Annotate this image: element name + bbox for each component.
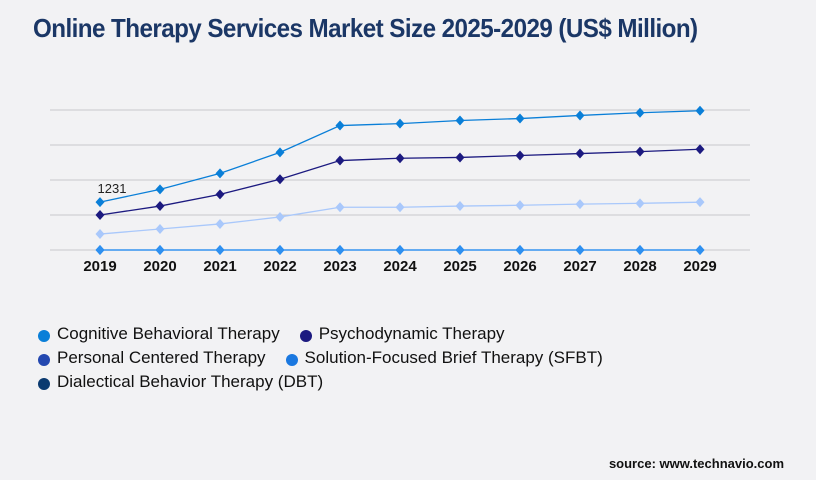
data-point — [395, 202, 405, 213]
data-point — [515, 113, 525, 124]
data-point — [575, 148, 585, 159]
data-point — [95, 229, 105, 240]
data-point — [635, 146, 645, 157]
legend-label: Personal Centered Therapy — [57, 348, 266, 367]
data-point — [335, 155, 345, 166]
line-chart: 2019 2020 2021 2022 2023 2024 2025 2026 2027 2028… — [50, 105, 750, 275]
x-tick-label: 2029 — [683, 258, 716, 275]
data-point — [455, 115, 465, 126]
data-point — [575, 110, 585, 121]
x-tick-label: 2022 — [263, 258, 296, 275]
x-tick-label: 2025 — [443, 258, 476, 275]
chart-title: Online Therapy Services Market Size 2025… — [33, 13, 698, 43]
data-point — [695, 144, 705, 155]
data-point — [335, 245, 345, 255]
data-point — [215, 189, 225, 200]
x-tick-label: 2026 — [503, 258, 536, 275]
legend-label: Cognitive Behavioral Therapy — [57, 324, 280, 343]
legend-item-dbt[interactable]: Dialectical Behavior Therapy (DBT) — [38, 372, 323, 392]
data-point — [695, 245, 705, 255]
data-point — [635, 245, 645, 255]
legend-item-cbt[interactable]: Cognitive Behavioral Therapy — [38, 324, 280, 344]
data-point — [155, 201, 165, 212]
data-point — [395, 153, 405, 164]
data-point — [635, 107, 645, 118]
x-tick-label: 2024 — [383, 258, 417, 275]
data-point — [515, 200, 525, 211]
data-point — [95, 210, 105, 220]
legend-marker-icon — [299, 330, 312, 342]
data-point — [695, 197, 705, 208]
data-point — [215, 245, 225, 255]
data-point — [155, 184, 165, 195]
data-point — [215, 218, 225, 229]
data-point — [155, 245, 165, 255]
legend-marker-icon — [285, 354, 298, 366]
data-point — [575, 245, 585, 255]
legend: Cognitive Behavioral Therapy Psychodynam… — [38, 322, 623, 394]
data-point — [335, 120, 345, 131]
x-tick-label: 2021 — [203, 258, 236, 275]
data-point — [575, 199, 585, 210]
x-tick-label: 2023 — [323, 258, 356, 275]
data-label: 1231 — [98, 181, 127, 196]
x-tick-label: 2027 — [563, 258, 596, 275]
data-point — [275, 211, 285, 222]
data-point — [635, 198, 645, 209]
data-point — [695, 105, 705, 116]
legend-item-personal-centered[interactable]: Personal Centered Therapy — [38, 348, 266, 368]
data-point — [155, 224, 165, 234]
data-point — [455, 201, 465, 212]
legend-marker-icon — [38, 330, 50, 342]
data-point — [395, 245, 405, 255]
x-tick-label: 2028 — [623, 258, 656, 275]
data-point — [455, 152, 465, 163]
data-point — [215, 168, 225, 179]
legend-item-psychodynamic[interactable]: Psychodynamic Therapy — [299, 324, 505, 344]
legend-marker-icon — [38, 354, 50, 366]
x-tick-label: 2019 — [83, 258, 116, 275]
data-point — [275, 245, 285, 255]
source-credit: source: www.technavio.com — [608, 456, 784, 471]
data-point — [95, 245, 105, 255]
data-point — [455, 245, 465, 255]
x-tick-label: 2020 — [143, 258, 176, 275]
legend-label: Psychodynamic Therapy — [318, 324, 505, 343]
legend-marker-icon — [38, 378, 50, 390]
data-point — [515, 150, 525, 161]
data-point — [275, 174, 285, 185]
legend-item-sfbt[interactable]: Solution-Focused Brief Therapy (SFBT) — [285, 348, 603, 368]
legend-label: Solution-Focused Brief Therapy (SFBT) — [304, 348, 603, 367]
data-point — [395, 118, 405, 129]
data-point — [515, 245, 525, 255]
data-point — [275, 147, 285, 158]
data-point — [95, 197, 105, 208]
data-point — [335, 202, 345, 213]
legend-label: Dialectical Behavior Therapy (DBT) — [57, 372, 324, 391]
